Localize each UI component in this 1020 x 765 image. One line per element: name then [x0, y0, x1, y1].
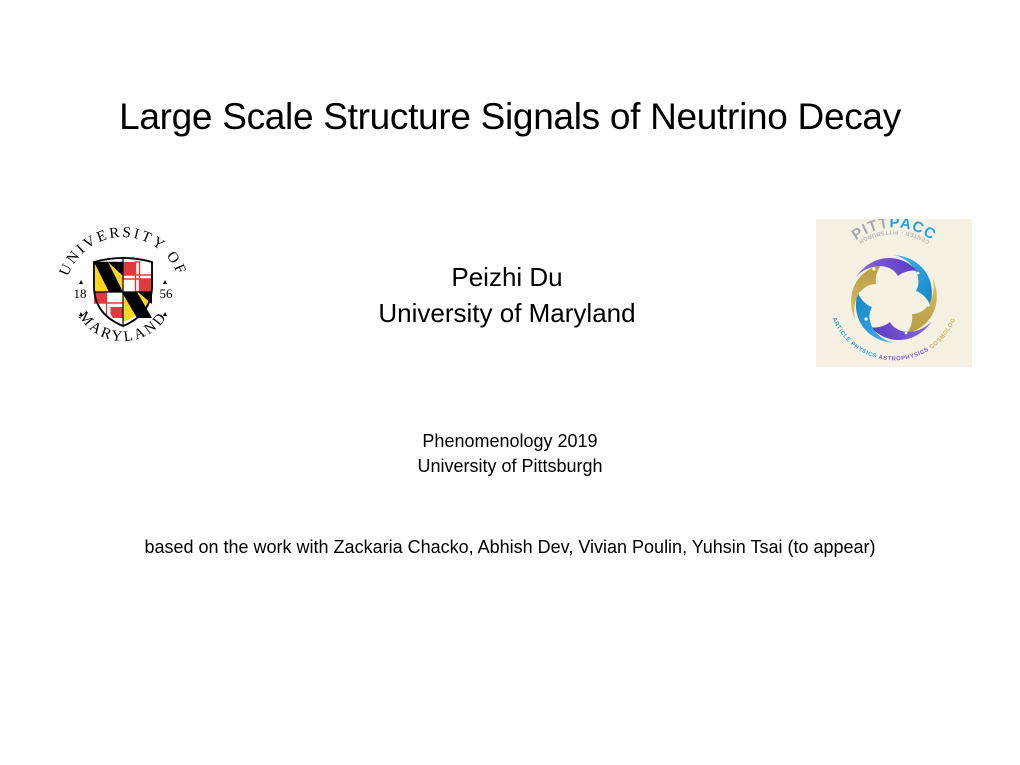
umd-shield	[94, 258, 152, 326]
pittpacc-bg	[816, 219, 972, 367]
pittpacc-svg: PITTPACC CENTER · PITTSBURGH PARTICLE PH…	[816, 219, 972, 367]
umd-seal-logo: UNIVERSITY OF MARYLAND	[48, 218, 198, 373]
umd-year-left: 18	[74, 286, 87, 301]
logo-author-row: UNIVERSITY OF MARYLAND	[54, 218, 966, 373]
pittpacc-logo: PITTPACC CENTER · PITTSBURGH PARTICLE PH…	[816, 219, 972, 372]
umd-seal-svg: UNIVERSITY OF MARYLAND	[48, 218, 198, 368]
conference-name: Phenomenology 2019	[417, 429, 602, 454]
conference-host: University of Pittsburgh	[417, 454, 602, 479]
author-block: Peizhi Du University of Maryland	[198, 260, 816, 330]
author-name: Peizhi Du	[198, 260, 816, 295]
slide-title: Large Scale Structure Signals of Neutrin…	[119, 96, 901, 138]
author-affiliation: University of Maryland	[198, 296, 816, 331]
conference-block: Phenomenology 2019 University of Pittsbu…	[417, 429, 602, 479]
credits: based on the work with Zackaria Chacko, …	[144, 535, 875, 560]
title-slide: Large Scale Structure Signals of Neutrin…	[0, 0, 1020, 765]
umd-year-right: 56	[160, 286, 174, 301]
